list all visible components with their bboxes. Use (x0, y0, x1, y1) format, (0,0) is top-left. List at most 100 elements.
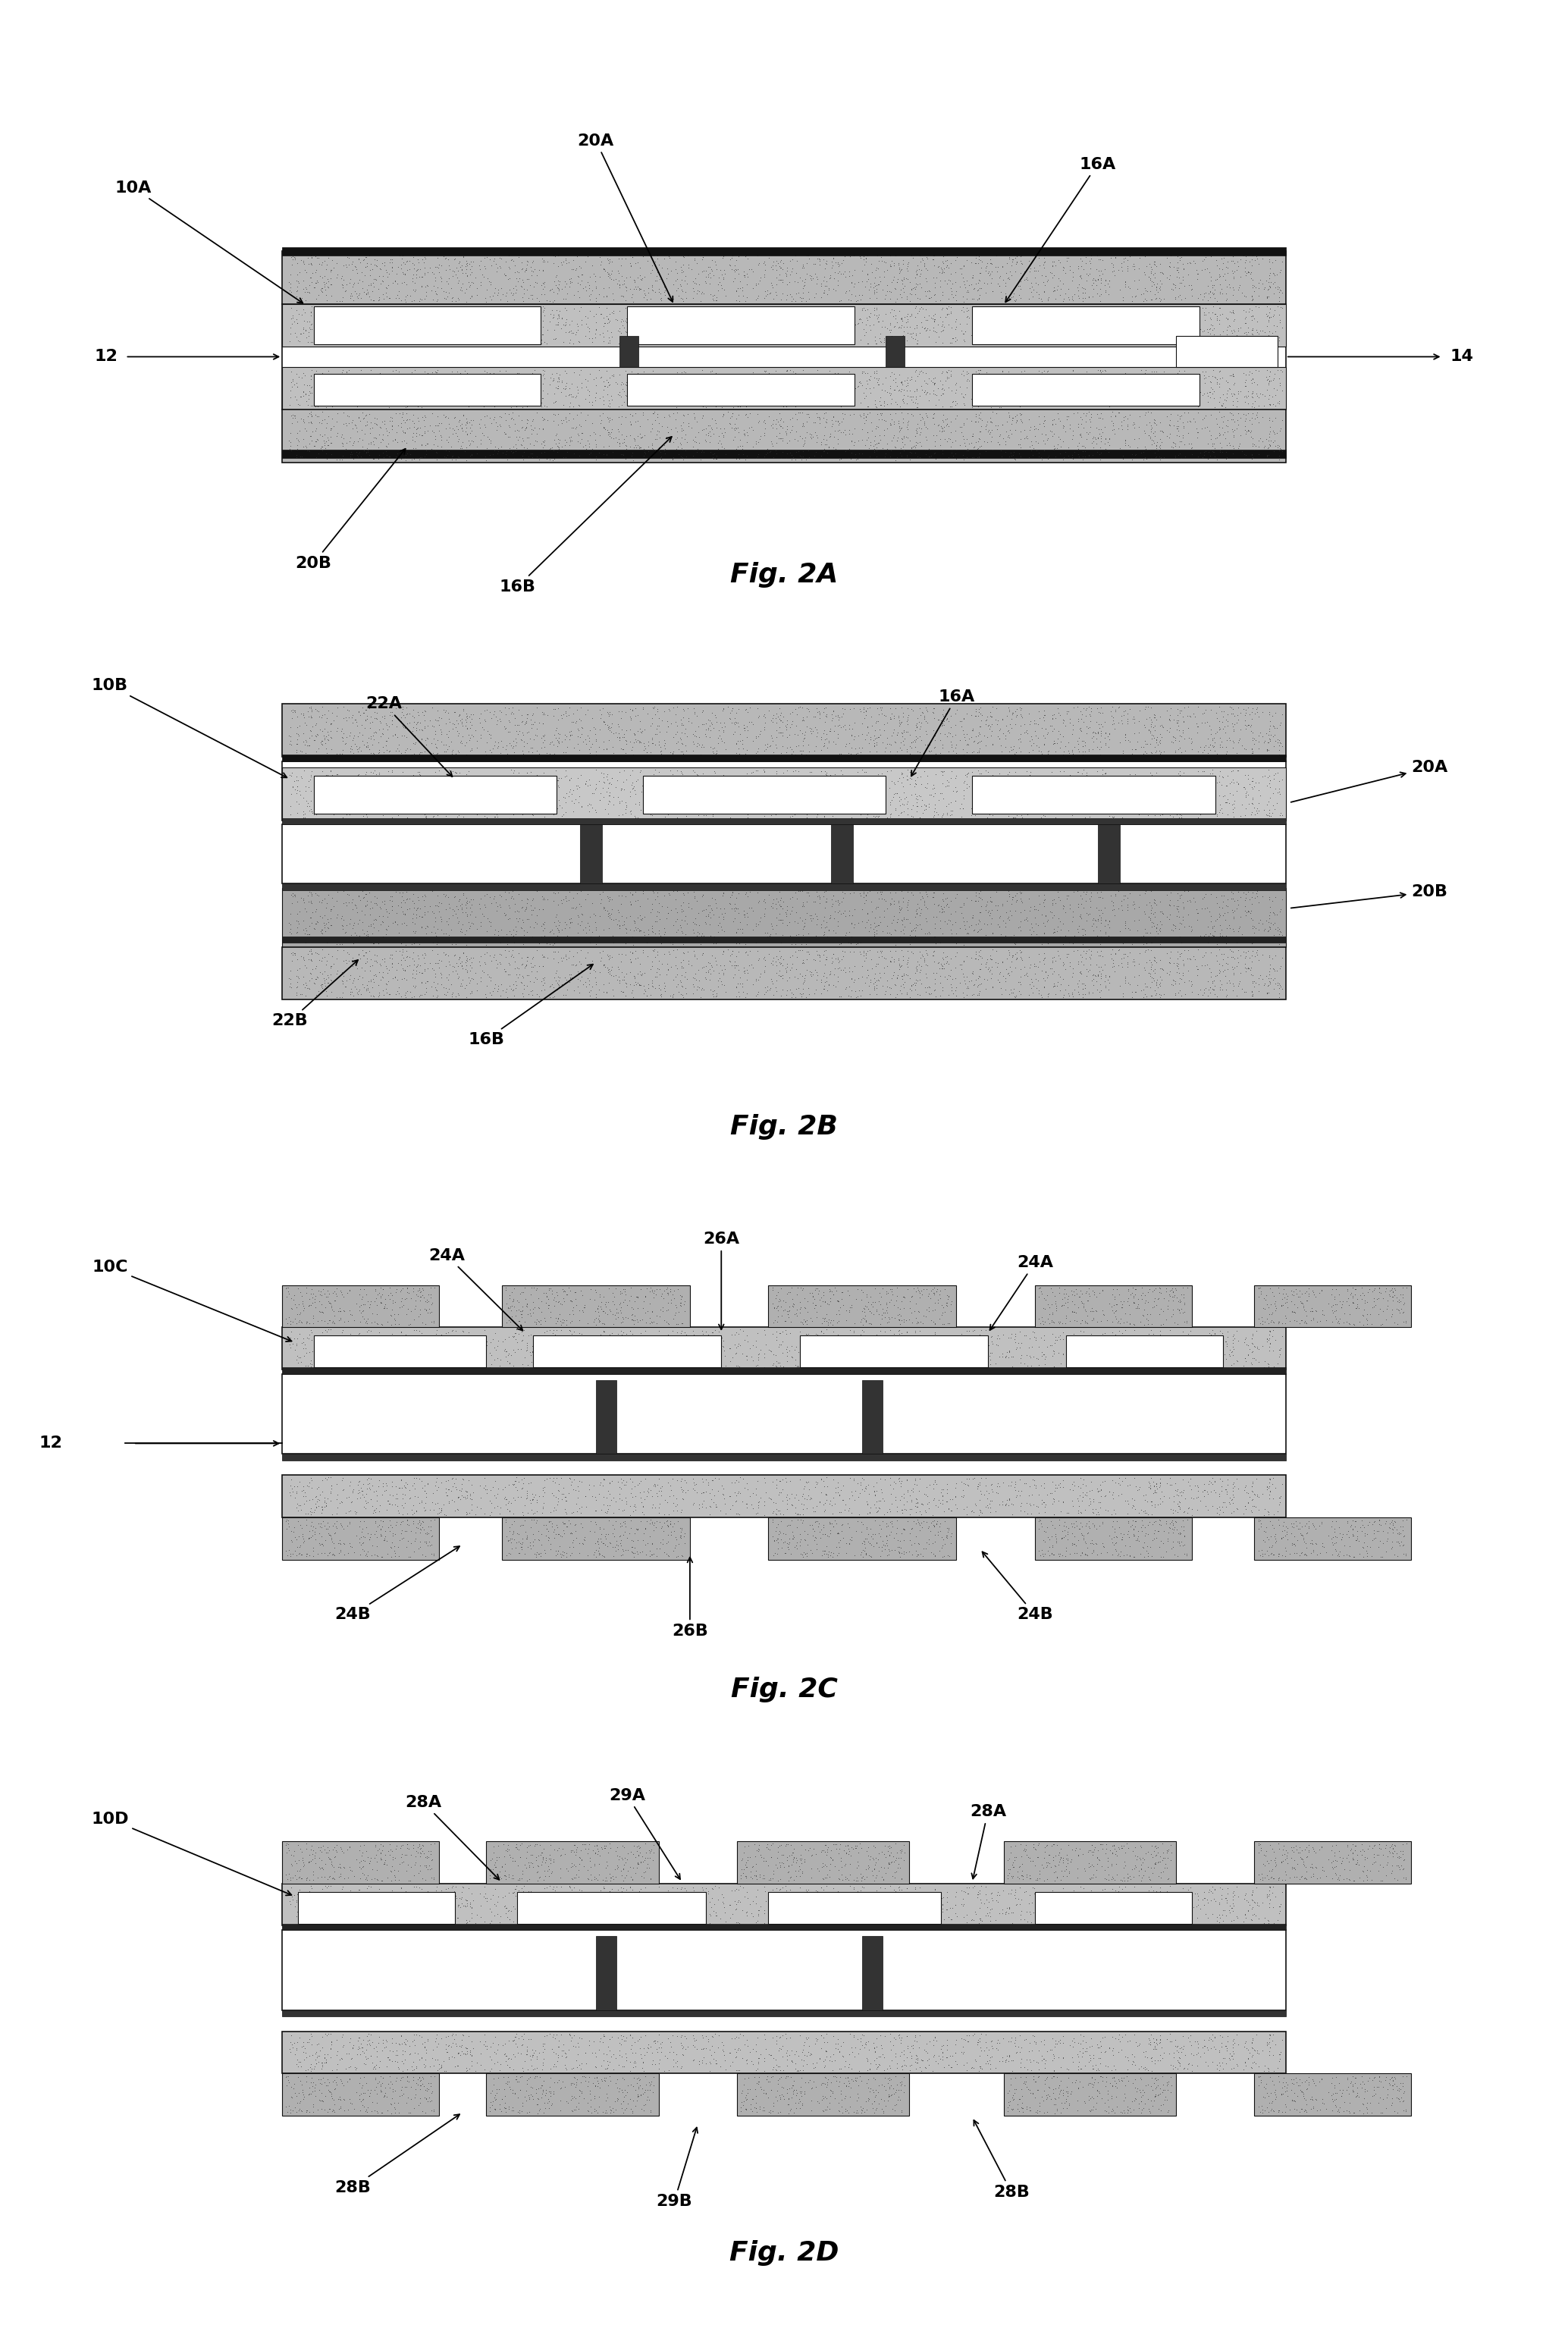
Point (362, 314, 387, 352)
Point (809, 721, 834, 758)
Point (966, 967, 991, 1005)
Point (1074, 934, 1099, 972)
Point (1228, 798, 1253, 836)
Point (913, 246, 938, 284)
Point (378, 437, 403, 474)
Point (989, 775, 1014, 812)
Point (593, 305, 618, 343)
Point (1079, 1324, 1104, 1361)
Point (787, 364, 812, 401)
Point (359, 1875, 384, 1913)
Point (428, 2049, 453, 2086)
Point (1210, 1462, 1236, 1500)
Point (1342, 1270, 1367, 1307)
Point (478, 2075, 503, 2112)
Point (519, 373, 544, 411)
Point (296, 404, 321, 441)
Point (619, 1871, 644, 1908)
Point (718, 1885, 743, 1922)
Point (284, 1488, 309, 1526)
Point (528, 718, 554, 756)
Point (558, 418, 583, 455)
Point (1073, 1476, 1098, 1514)
Point (1060, 974, 1085, 1012)
Point (406, 1854, 431, 1892)
Point (847, 918, 872, 955)
Point (770, 275, 795, 312)
Point (389, 322, 414, 359)
Point (878, 699, 903, 737)
Point (887, 1291, 913, 1328)
Point (687, 425, 712, 462)
Point (939, 915, 964, 953)
Point (878, 699, 903, 737)
Point (1007, 2091, 1032, 2129)
Point (318, 366, 343, 404)
Point (314, 2040, 339, 2077)
Point (503, 430, 528, 467)
Point (920, 777, 946, 814)
Point (760, 1859, 786, 1896)
Point (1060, 1481, 1085, 1519)
Point (1165, 730, 1190, 767)
Point (955, 361, 980, 399)
Point (1292, 1523, 1317, 1561)
Point (649, 2033, 674, 2070)
Point (314, 796, 339, 833)
Point (898, 1880, 924, 1917)
Point (1041, 793, 1066, 831)
Point (1262, 965, 1287, 1002)
Point (284, 1521, 309, 1558)
Point (673, 291, 698, 329)
Point (348, 352, 373, 390)
Point (1116, 397, 1142, 434)
Point (734, 756, 759, 793)
Point (1220, 704, 1245, 742)
Point (1090, 1296, 1115, 1333)
Point (1120, 974, 1145, 1012)
Point (952, 357, 977, 394)
Point (1225, 401, 1250, 439)
Point (359, 725, 384, 763)
Point (651, 427, 676, 465)
Point (989, 699, 1014, 737)
Point (646, 317, 671, 354)
Point (825, 291, 850, 329)
Point (522, 1289, 547, 1326)
Point (803, 918, 828, 955)
Point (877, 2061, 902, 2098)
Point (500, 434, 525, 472)
Point (428, 899, 453, 936)
Point (1068, 1328, 1093, 1366)
Point (1120, 383, 1145, 420)
Point (1077, 1880, 1102, 1917)
Point (842, 314, 867, 352)
Point (1002, 765, 1027, 803)
Point (1096, 2028, 1121, 2065)
Point (550, 368, 575, 406)
Point (779, 791, 804, 828)
Point (870, 1861, 895, 1899)
Point (364, 1342, 389, 1380)
Point (668, 892, 693, 929)
Point (367, 1901, 392, 1939)
Point (873, 1504, 898, 1542)
Point (897, 1490, 922, 1528)
Point (682, 753, 707, 791)
Point (930, 969, 955, 1007)
Point (856, 901, 881, 939)
Point (837, 300, 862, 338)
Point (930, 1885, 955, 1922)
Point (1069, 765, 1094, 803)
Point (1148, 366, 1173, 404)
Point (1176, 235, 1201, 272)
Point (325, 697, 350, 735)
Point (1341, 1284, 1366, 1321)
Point (552, 758, 577, 796)
Point (1120, 2035, 1145, 2072)
Point (422, 721, 447, 758)
Point (510, 385, 535, 422)
Point (848, 1300, 873, 1338)
Point (293, 1347, 318, 1385)
Point (1251, 2068, 1276, 2105)
